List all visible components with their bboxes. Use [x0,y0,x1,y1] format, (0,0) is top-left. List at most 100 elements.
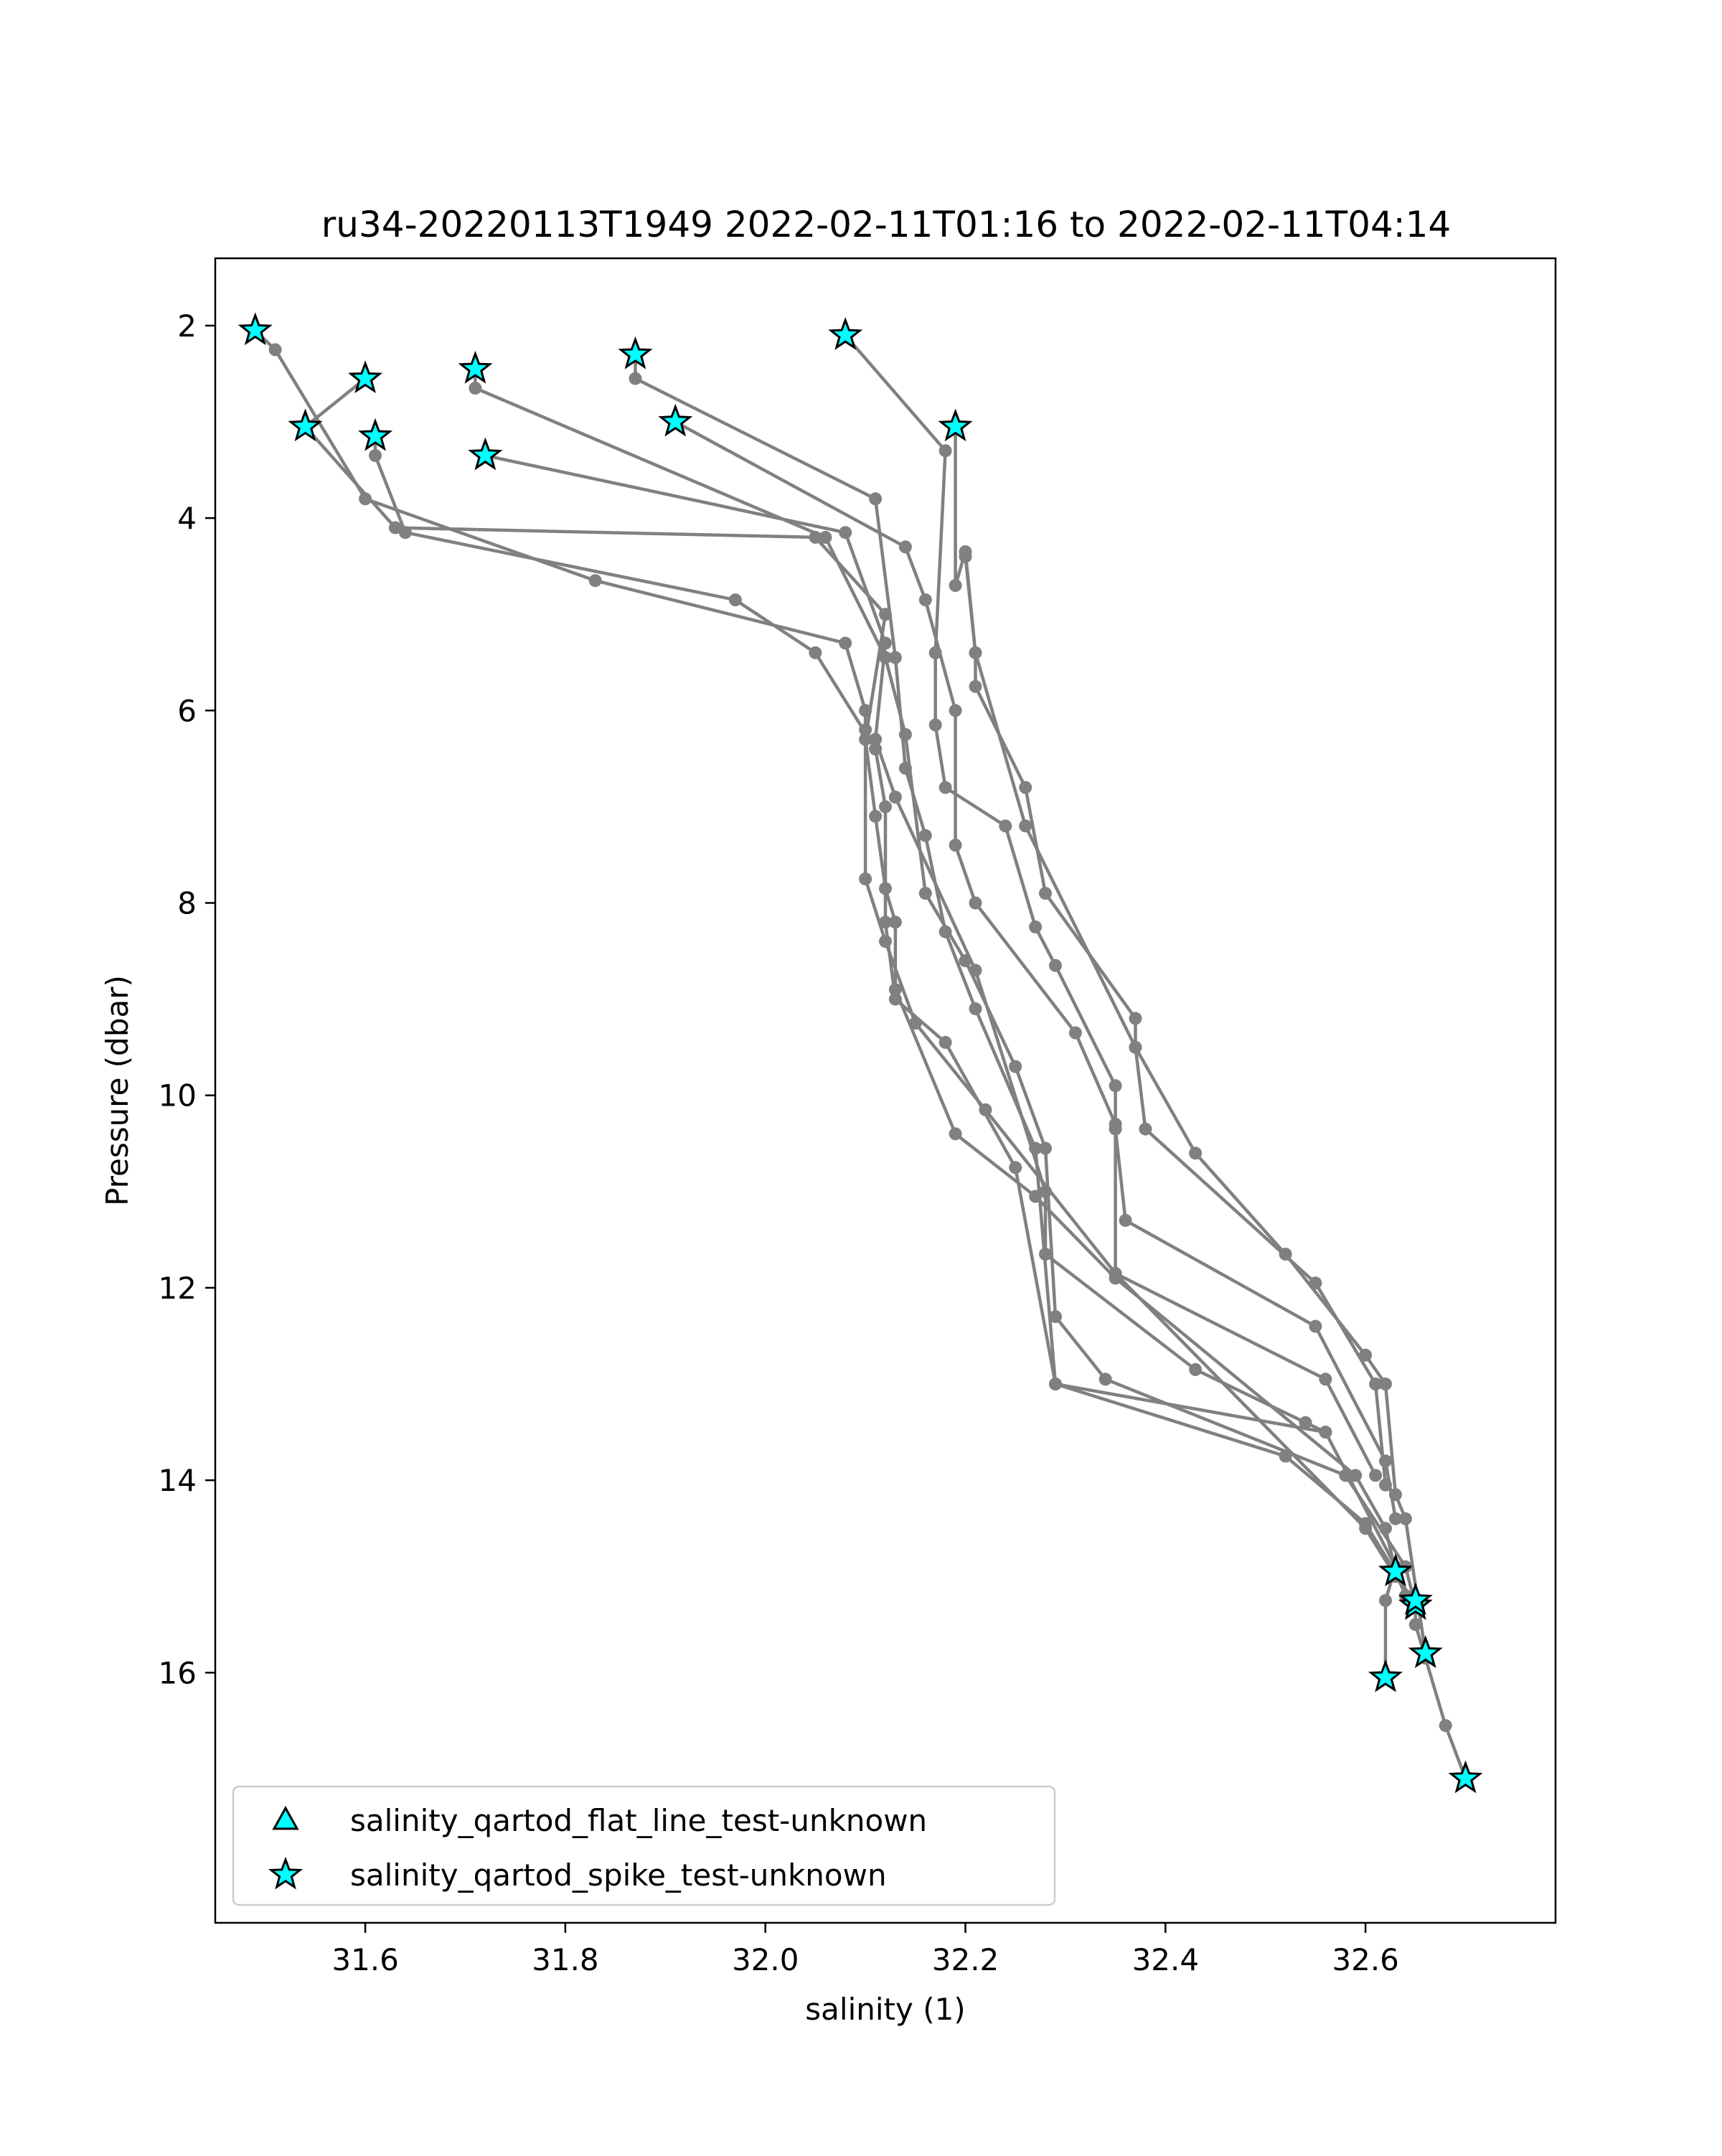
profile-point [1389,1488,1402,1502]
profile-point [629,372,642,385]
x-tick-label: 31.6 [331,1942,399,1977]
profile-point [1019,781,1032,794]
profile-line [964,556,1388,1486]
profile-point [869,733,883,746]
profile-point [1389,1512,1402,1525]
y-tick-label: 6 [177,693,197,728]
profile-point [1279,1449,1292,1463]
profile-point [918,593,932,607]
y-tick-label: 12 [159,1271,197,1306]
plot-area [237,312,1483,1794]
profile-point [1109,1122,1122,1136]
y-tick-label: 2 [177,309,197,344]
profile-point [959,550,972,563]
spike-flag-star [1378,1553,1413,1586]
y-axis-label: Pressure (dbar) [100,975,135,1206]
spike-flag-star [1368,1659,1403,1693]
profile-point [869,492,883,506]
profile-point [888,651,902,664]
profile-point [888,791,902,804]
spike-flag-star [358,418,393,451]
profile-point [938,925,952,938]
profile-point [1339,1469,1352,1482]
profile-point [1068,1026,1082,1040]
profile-point [839,526,852,540]
profile-point [1019,819,1032,833]
legend-label: salinity_qartod_spike_test-unknown [350,1858,887,1893]
profile-point [938,781,952,794]
profile-point [1139,1122,1152,1136]
profile-point [388,521,402,535]
y-tick-label: 10 [159,1078,197,1114]
profile-point [819,530,832,544]
profile-point [1009,1060,1022,1073]
profile-point [839,636,852,650]
profile-point [949,704,962,717]
profile-point [1369,1469,1383,1482]
profile-point [1379,1378,1392,1390]
profile-line [304,377,1416,1602]
profile-point [999,819,1012,833]
profile-point [469,382,482,395]
profile-point [268,343,282,357]
profile-point [879,636,892,650]
profile-point [1098,1373,1112,1386]
axes-frame [214,257,1557,1924]
x-tick-label: 32.6 [1332,1942,1399,1977]
profile-point [1309,1276,1322,1290]
y-tick-label: 8 [177,885,197,921]
profile-point [1039,1141,1052,1155]
spike-flag-star [938,408,973,442]
profile-point [869,809,883,823]
profile-point [888,992,902,1006]
profile-point [1439,1719,1452,1733]
profile-point [809,646,822,659]
spike-flag-star [348,360,383,394]
profile-point [918,887,932,900]
profile-point [1379,1594,1392,1607]
y-tick-label: 14 [159,1463,197,1498]
spike-flag-star [1408,1635,1443,1668]
spike-flag-star [1448,1760,1483,1794]
profile-point [859,872,872,885]
axis-ticks: 31.6 31.8 32.0 32.2 32.4 32.6 2 4 6 8 10 12 14 16 [159,309,1399,1977]
y-tick-label: 16 [159,1655,197,1690]
spike-flag-star [468,437,503,471]
profile-point [888,915,902,929]
spike-flag-star [1398,1582,1433,1616]
profile-point [949,839,962,852]
profile-point [928,646,942,659]
legend-triangle-icon [272,1805,299,1830]
profile-point [1049,959,1062,972]
profile-point [969,646,982,659]
profile-point [1349,1469,1363,1482]
profile-point [1029,921,1043,933]
profile-point [879,800,892,814]
profile-point [898,540,912,554]
profile-point [398,526,412,540]
profile-point [1309,1319,1322,1333]
spike-flag-star [458,350,493,384]
x-tick-label: 32.4 [1132,1942,1200,1977]
profile-point [898,761,912,775]
profile-point [728,593,742,607]
profile-point [1189,1362,1203,1376]
profile-point [1129,1012,1142,1025]
chart-title: ru34-20220113T1949 2022-02-11T01:16 to 2… [321,204,1452,245]
spike-flag-star [288,408,323,442]
profile-point [588,574,602,588]
profile-point [969,1002,982,1015]
profile-point [1049,1378,1062,1390]
profile-point [1039,1185,1052,1198]
profile-point [969,964,982,977]
profile-point [1398,1512,1412,1525]
profile-point [928,718,942,732]
legend: salinity_qartod_flat_line_test-unknownsa… [232,1785,1056,1906]
profile-point [1049,1310,1062,1324]
y-tick-label: 4 [177,501,197,536]
profile-point [918,829,932,842]
profile-point [879,915,892,929]
legend-label: salinity_qartod_flat_line_test-unknown [350,1803,927,1838]
